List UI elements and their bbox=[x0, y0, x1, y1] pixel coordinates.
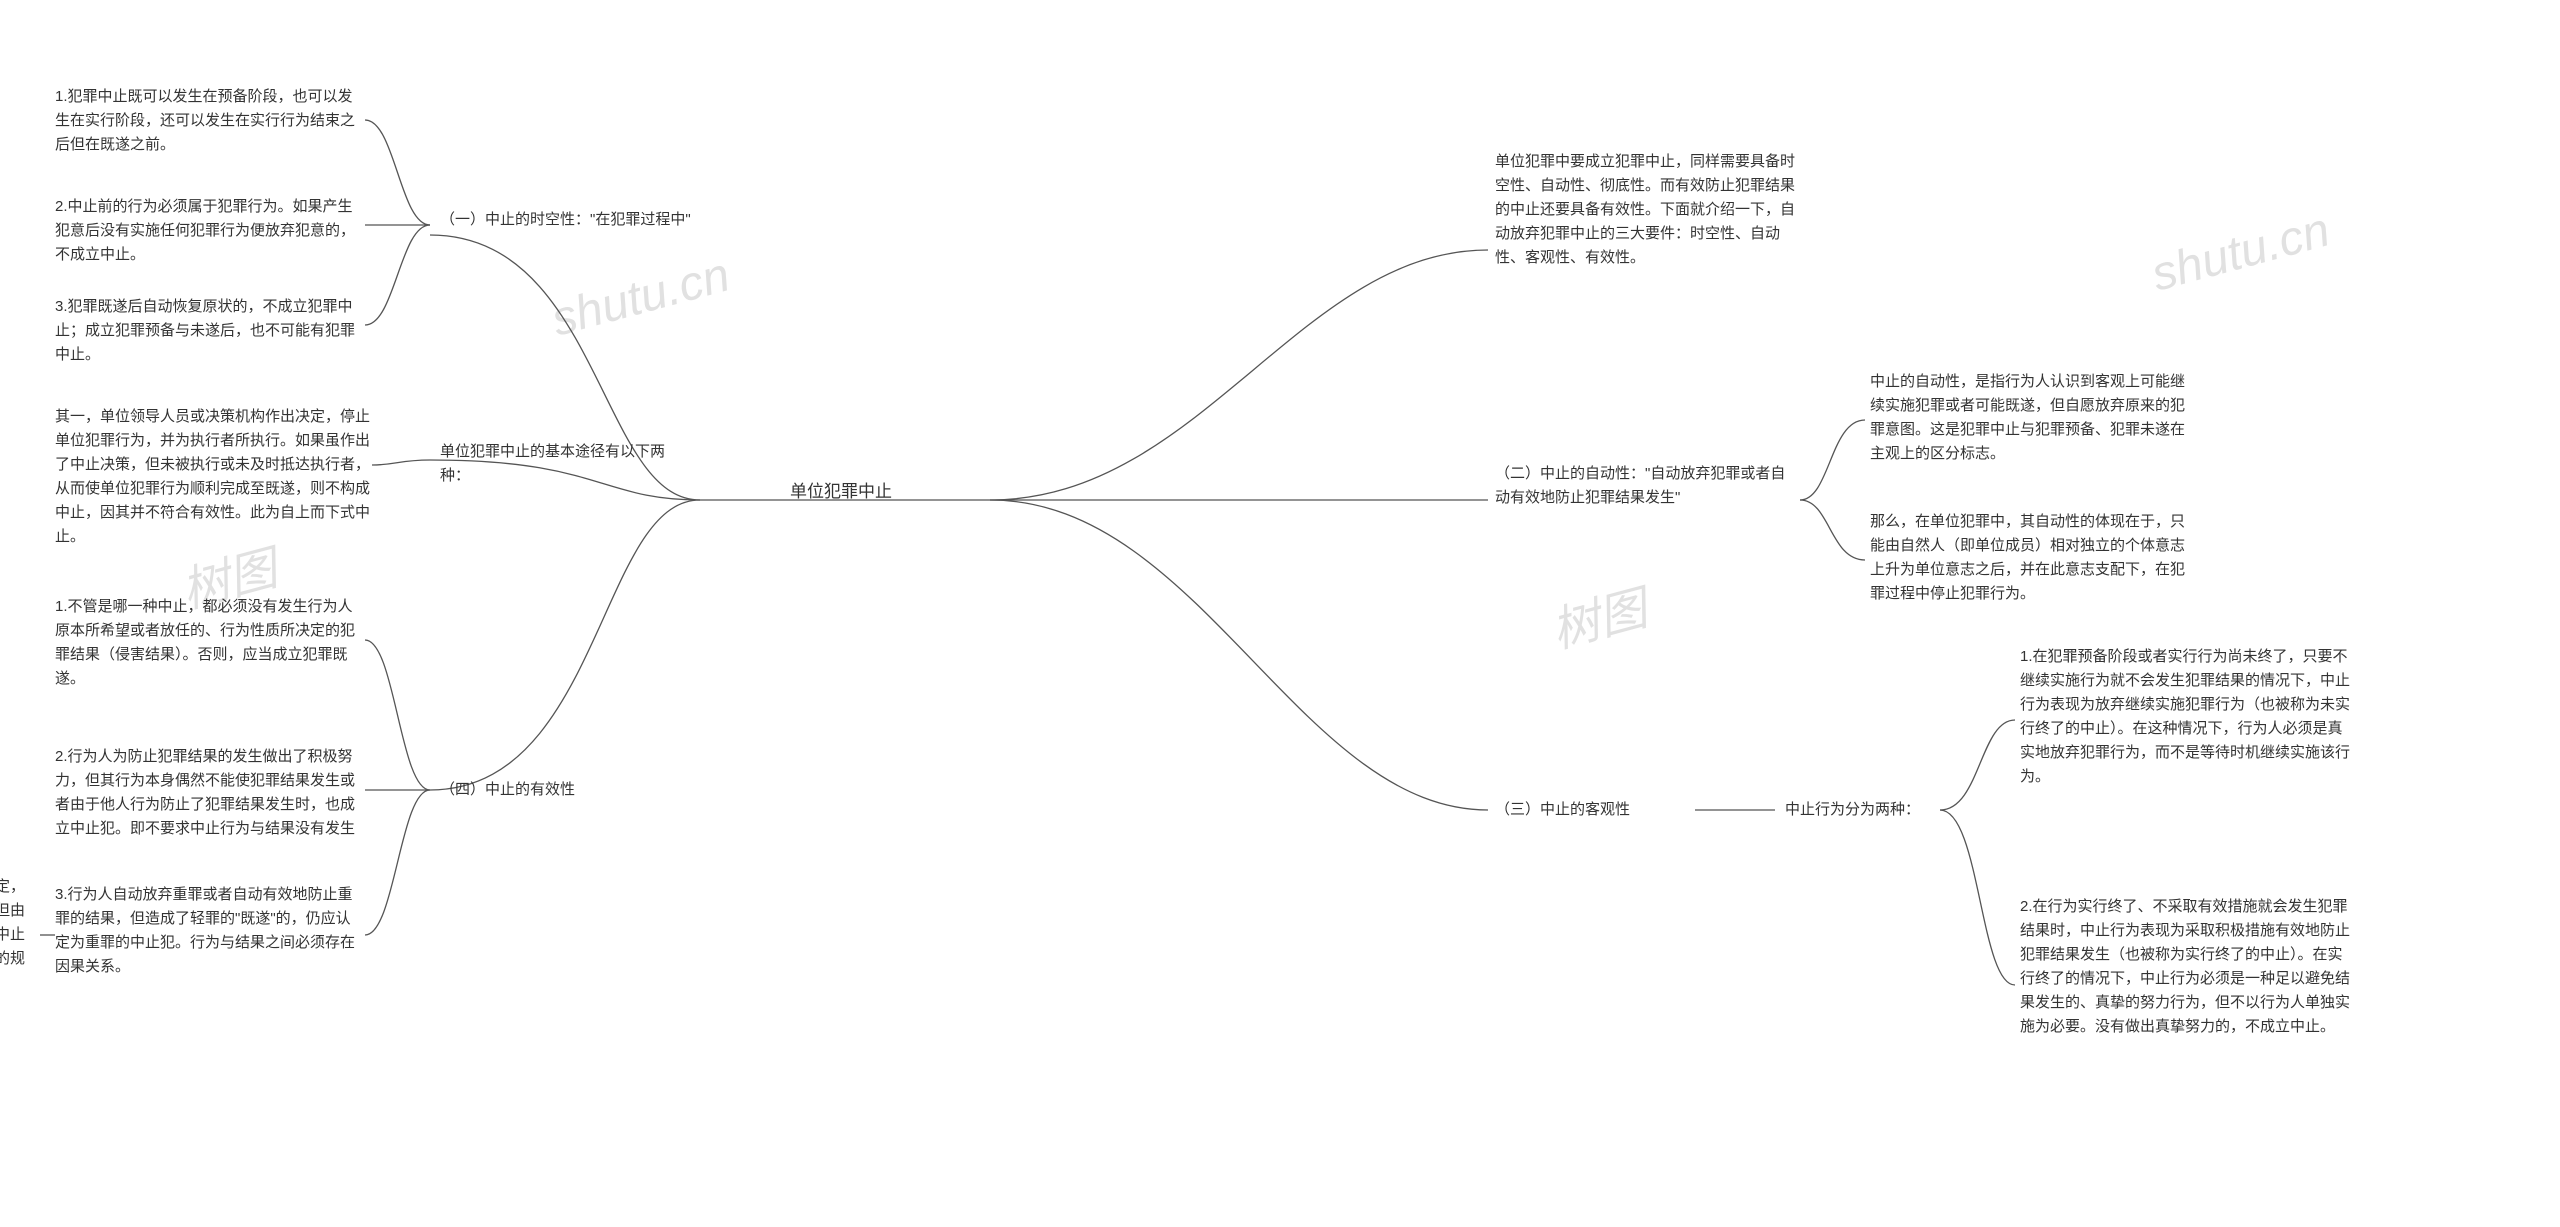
left-b1-c3: 3.犯罪既遂后自动恢复原状的，不成立犯罪中止；成立犯罪预备与未遂后，也不可能有犯… bbox=[55, 295, 365, 367]
left-b2-label: 单位犯罪中止的基本途径有以下两种： bbox=[440, 440, 690, 488]
right-b3-c2: 2.在行为实行终了、不采取有效措施就会发生犯罪结果时，中止行为表现为采取积极措施… bbox=[2020, 895, 2350, 1039]
left-b1-label: （一）中止的时空性："在犯罪过程中" bbox=[440, 208, 695, 232]
left-b1-c1: 1.犯罪中止既可以发生在预备阶段，也可以发生在实行阶段，还可以发生在实行行为结束… bbox=[55, 85, 365, 157]
right-b3-sub: 中止行为分为两种： bbox=[1785, 798, 1945, 822]
right-b3-c1: 1.在犯罪预备阶段或者实行行为尚未终了，只要不继续实施行为就不会发生犯罪结果的情… bbox=[2020, 645, 2350, 789]
watermark: shutu.cn bbox=[546, 247, 736, 347]
left-b4-c2: 2.行为人为防止犯罪结果的发生做出了积极努力，但其行为本身偶然不能使犯罪结果发生… bbox=[55, 745, 365, 841]
left-b4-c1: 1.不管是哪一种中止，都必须没有发生行为人原本所希望或者放任的、行为性质所决定的… bbox=[55, 595, 365, 691]
watermark: shutu.cn bbox=[2146, 202, 2336, 302]
watermark: 树图 bbox=[1543, 569, 1654, 661]
left-b1-c2: 2.中止前的行为必须属于犯罪行为。如果产生犯意后没有实施任何犯罪行为便放弃犯意的… bbox=[55, 195, 365, 267]
right-b2-c1: 中止的自动性，是指行为人认识到客观上可能继续实施犯罪或者可能既遂，但自愿放弃原来… bbox=[1870, 370, 2190, 466]
left-b4-c3: 3.行为人自动放弃重罪或者自动有效地防止重罪的结果，但造成了轻罪的"既遂"的，仍… bbox=[55, 883, 365, 979]
right-b2-label: （二）中止的自动性："自动放弃犯罪或者自动有效地防止犯罪结果发生" bbox=[1495, 462, 1795, 510]
left-b2-c1: 其一，单位领导人员或决策机构作出决定，停止单位犯罪行为，并为执行者所执行。如果虽… bbox=[55, 405, 370, 549]
left-b4-label: （四）中止的有效性 bbox=[440, 778, 640, 802]
mindmap-connectors bbox=[0, 0, 2560, 1227]
right-b3-label: （三）中止的客观性 bbox=[1495, 798, 1695, 822]
right-b2-c2: 那么，在单位犯罪中，其自动性的体现在于，只能由自然人（即单位成员）相对独立的个体… bbox=[1870, 510, 2190, 606]
left-b4-side: 单位犯罪的中止在立法上没有太多特别的规定，通常认为按一般的犯罪中止理论处理即可，… bbox=[0, 875, 35, 995]
center-topic: 单位犯罪中止 bbox=[790, 478, 892, 505]
right-intro: 单位犯罪中要成立犯罪中止，同样需要具备时空性、自动性、彻底性。而有效防止犯罪结果… bbox=[1495, 150, 1805, 270]
